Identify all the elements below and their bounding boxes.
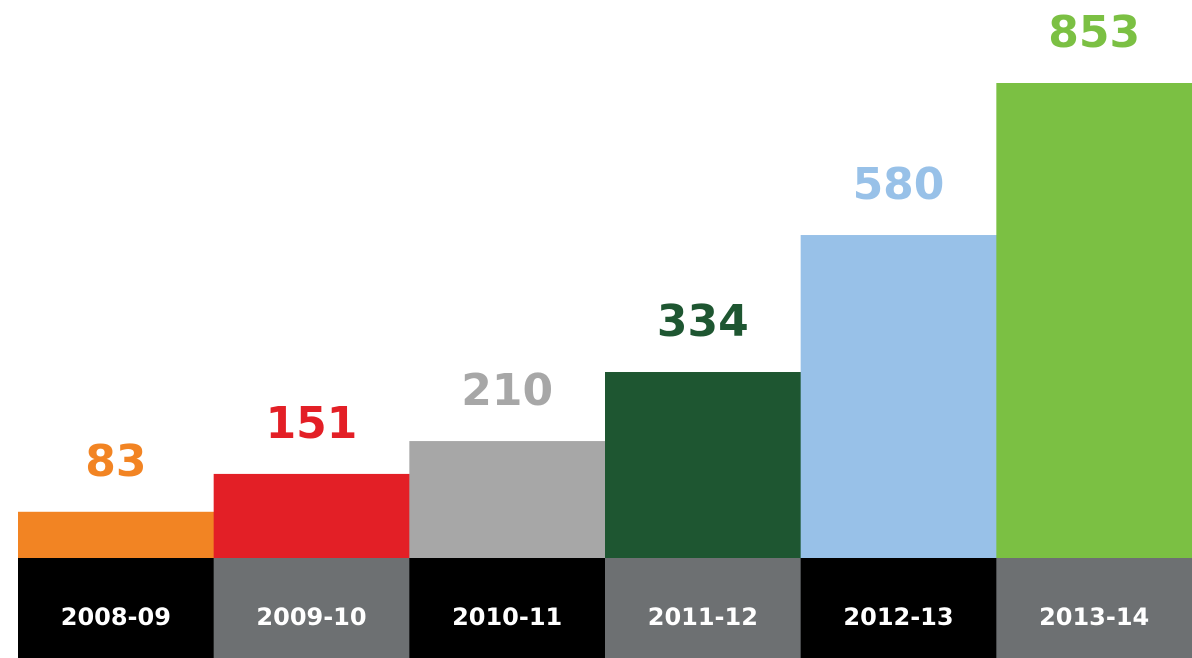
category-cell — [409, 558, 606, 658]
bar — [18, 511, 215, 558]
value-label: 853 — [1048, 7, 1140, 58]
x-tick-label: 2008-09 — [61, 603, 171, 631]
value-label: 83 — [85, 436, 146, 487]
value-label: 210 — [461, 365, 553, 416]
category-cell — [996, 558, 1192, 658]
x-tick-label: 2011-12 — [648, 603, 758, 631]
value-label: 151 — [266, 398, 358, 449]
bar — [800, 235, 997, 558]
x-tick-label: 2012-13 — [843, 603, 953, 631]
category-cell — [605, 558, 802, 658]
category-cell — [213, 558, 410, 658]
x-tick-label: 2009-10 — [256, 603, 366, 631]
value-label: 334 — [657, 296, 749, 347]
bar — [605, 372, 802, 558]
category-cell — [800, 558, 997, 658]
x-tick-label: 2013-14 — [1039, 603, 1149, 631]
x-tick-label: 2010-11 — [452, 603, 562, 631]
value-label: 580 — [853, 159, 945, 210]
bar — [213, 473, 410, 558]
category-cell — [18, 558, 215, 658]
bar — [996, 83, 1192, 558]
bar — [409, 441, 606, 558]
